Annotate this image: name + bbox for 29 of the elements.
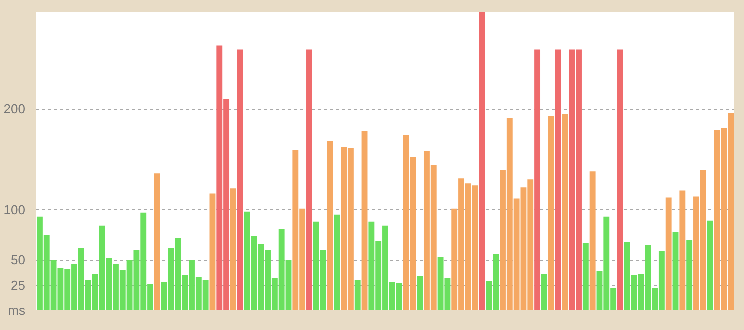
bar xyxy=(479,12,486,310)
bar xyxy=(707,220,714,310)
y-tick-label: 200 xyxy=(4,102,26,117)
bar xyxy=(237,50,244,310)
bar xyxy=(362,131,368,310)
bar xyxy=(618,50,624,310)
bar xyxy=(555,50,562,310)
y-tick-label: 25 xyxy=(11,278,26,293)
bar xyxy=(672,232,679,310)
bar xyxy=(327,141,334,310)
bar xyxy=(417,276,424,310)
bar xyxy=(354,280,361,310)
bar xyxy=(534,50,541,310)
bar xyxy=(541,274,548,310)
bar xyxy=(582,243,589,310)
bar xyxy=(548,116,554,310)
bar xyxy=(666,198,672,310)
bar xyxy=(154,174,160,310)
y-tick-label: 50 xyxy=(11,252,26,268)
y-tick-label: ms xyxy=(8,303,26,318)
bar xyxy=(230,188,236,310)
bar xyxy=(680,190,686,310)
bar xyxy=(306,50,312,310)
bar xyxy=(210,194,216,310)
bar xyxy=(334,214,340,310)
bar xyxy=(562,114,568,310)
y-tick-label: 100 xyxy=(4,202,26,218)
bar xyxy=(590,172,596,310)
bar xyxy=(686,240,693,310)
